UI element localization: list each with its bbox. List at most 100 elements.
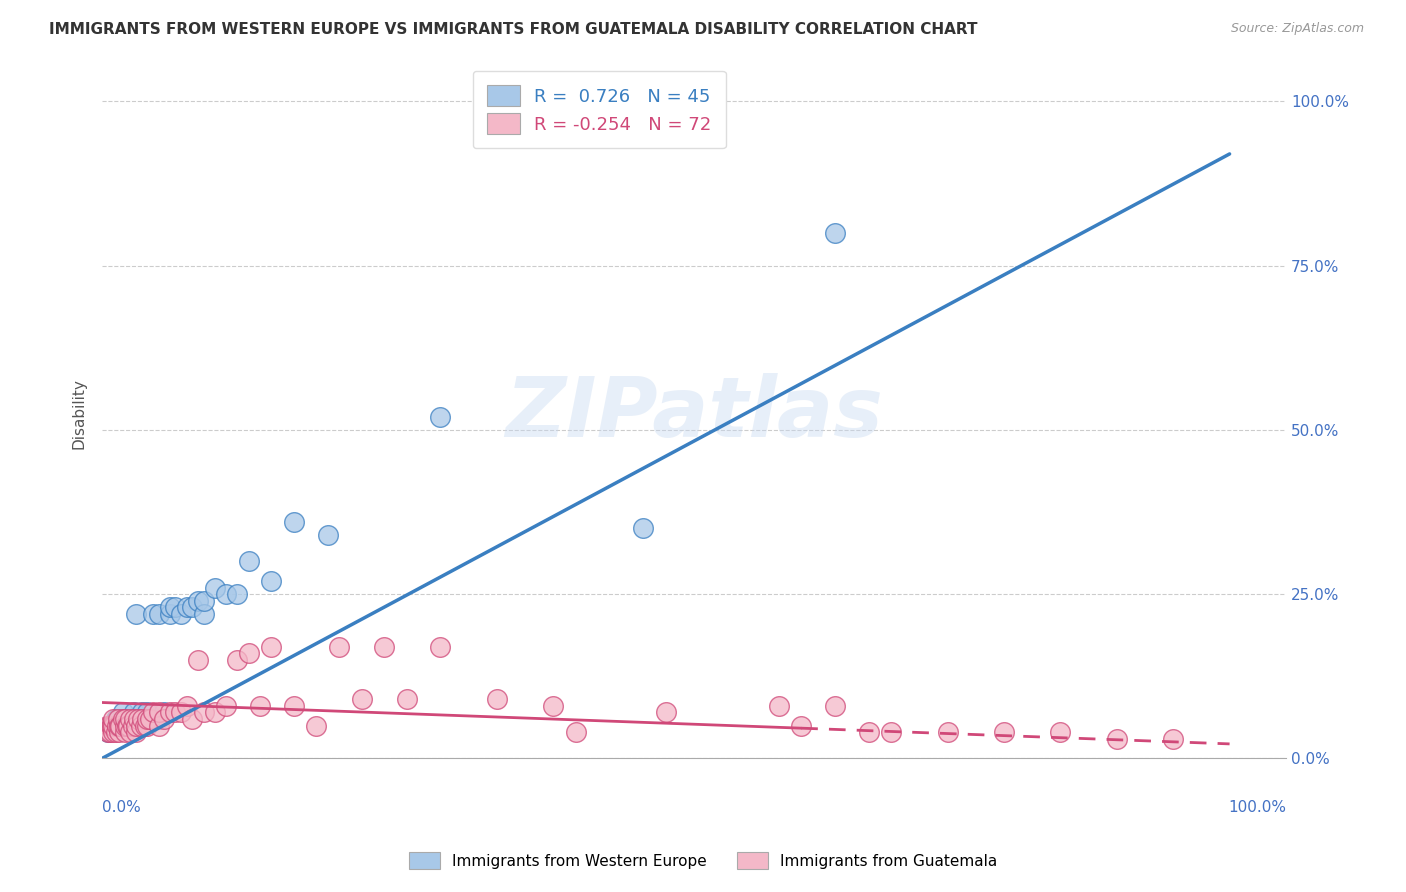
Point bbox=[148, 718, 170, 732]
Point bbox=[97, 725, 120, 739]
Point bbox=[238, 554, 260, 568]
Point bbox=[114, 725, 136, 739]
Point bbox=[215, 587, 238, 601]
Legend: R =  0.726   N = 45, R = -0.254   N = 72: R = 0.726 N = 45, R = -0.254 N = 72 bbox=[472, 70, 725, 148]
Point bbox=[107, 712, 129, 726]
Point bbox=[148, 706, 170, 720]
Point bbox=[103, 718, 125, 732]
Point bbox=[111, 712, 134, 726]
Point bbox=[136, 706, 159, 720]
Point bbox=[105, 718, 128, 732]
Point bbox=[125, 712, 148, 726]
Point bbox=[134, 718, 156, 732]
Point bbox=[136, 712, 159, 726]
Point bbox=[129, 718, 152, 732]
Point bbox=[170, 607, 193, 621]
Point bbox=[181, 600, 204, 615]
Point bbox=[316, 528, 339, 542]
Point bbox=[373, 640, 395, 654]
Point bbox=[187, 653, 209, 667]
Point bbox=[148, 607, 170, 621]
Point bbox=[105, 712, 128, 726]
Point bbox=[138, 712, 160, 726]
Point bbox=[204, 706, 226, 720]
Point bbox=[125, 725, 148, 739]
Point bbox=[159, 607, 181, 621]
Point bbox=[858, 725, 880, 739]
Point bbox=[97, 725, 120, 739]
Point bbox=[142, 607, 165, 621]
Point bbox=[260, 640, 283, 654]
Point bbox=[350, 692, 373, 706]
Point bbox=[153, 712, 176, 726]
Point bbox=[1105, 731, 1128, 746]
Point bbox=[193, 706, 215, 720]
Point bbox=[108, 718, 131, 732]
Point bbox=[429, 640, 451, 654]
Point bbox=[114, 718, 136, 732]
Point bbox=[159, 706, 181, 720]
Point bbox=[98, 725, 121, 739]
Point bbox=[165, 600, 187, 615]
Y-axis label: Disability: Disability bbox=[72, 378, 86, 449]
Point bbox=[260, 574, 283, 588]
Point bbox=[226, 587, 249, 601]
Point bbox=[120, 725, 142, 739]
Point bbox=[1161, 731, 1184, 746]
Point bbox=[125, 607, 148, 621]
Point bbox=[136, 712, 159, 726]
Point bbox=[104, 725, 127, 739]
Point bbox=[824, 226, 846, 240]
Point bbox=[108, 712, 131, 726]
Point bbox=[249, 698, 271, 713]
Point bbox=[136, 718, 159, 732]
Text: 0.0%: 0.0% bbox=[103, 800, 141, 814]
Point bbox=[564, 725, 586, 739]
Point bbox=[127, 712, 149, 726]
Point bbox=[165, 706, 187, 720]
Point bbox=[790, 718, 813, 732]
Point bbox=[117, 718, 139, 732]
Point bbox=[153, 706, 176, 720]
Point bbox=[131, 712, 153, 726]
Point bbox=[120, 718, 142, 732]
Point bbox=[159, 600, 181, 615]
Point bbox=[936, 725, 959, 739]
Point bbox=[121, 718, 143, 732]
Point bbox=[395, 692, 418, 706]
Point bbox=[1049, 725, 1071, 739]
Point bbox=[204, 581, 226, 595]
Point bbox=[283, 515, 305, 529]
Text: 100.0%: 100.0% bbox=[1227, 800, 1286, 814]
Point bbox=[768, 698, 790, 713]
Point bbox=[115, 712, 138, 726]
Point bbox=[114, 712, 136, 726]
Point bbox=[125, 718, 148, 732]
Text: ZIPatlas: ZIPatlas bbox=[505, 373, 883, 454]
Point bbox=[103, 725, 125, 739]
Point bbox=[305, 718, 328, 732]
Point bbox=[100, 718, 122, 732]
Point bbox=[283, 698, 305, 713]
Point bbox=[655, 706, 678, 720]
Point bbox=[120, 712, 142, 726]
Point bbox=[238, 646, 260, 660]
Point bbox=[193, 593, 215, 607]
Point bbox=[215, 698, 238, 713]
Point bbox=[122, 712, 145, 726]
Point bbox=[142, 706, 165, 720]
Point bbox=[96, 718, 118, 732]
Point bbox=[131, 712, 153, 726]
Text: Source: ZipAtlas.com: Source: ZipAtlas.com bbox=[1230, 22, 1364, 36]
Point bbox=[98, 718, 121, 732]
Point bbox=[193, 607, 215, 621]
Point bbox=[108, 718, 131, 732]
Point bbox=[993, 725, 1015, 739]
Point bbox=[328, 640, 350, 654]
Point bbox=[485, 692, 508, 706]
Point bbox=[114, 718, 136, 732]
Point bbox=[541, 698, 564, 713]
Point bbox=[100, 718, 122, 732]
Point bbox=[98, 718, 121, 732]
Point bbox=[108, 725, 131, 739]
